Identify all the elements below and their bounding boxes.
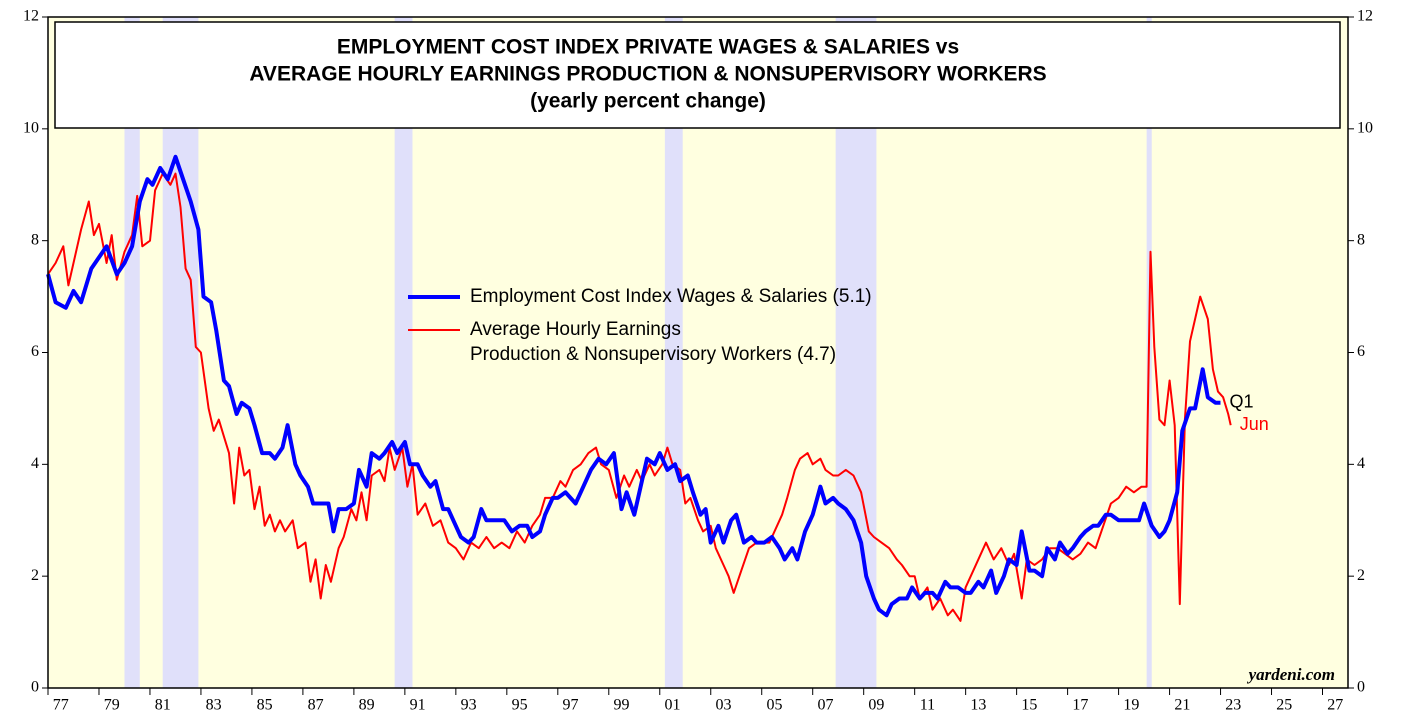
chart-subtitle: (yearly percent change) [530, 90, 766, 113]
x-tick-label: 01 [665, 697, 681, 714]
series-line [47, 172, 1232, 622]
chart-title: AVERAGE HOURLY EARNINGS PRODUCTION & NON… [249, 63, 1046, 86]
y2-tick-label: 2 [1357, 567, 1365, 584]
y-tick-label: 4 [31, 455, 39, 472]
plot-frame [47, 16, 1349, 689]
recession-band [124, 17, 140, 688]
recession-band [664, 17, 683, 688]
end-label: Jun [1240, 414, 1269, 434]
chart-title: EMPLOYMENT COST INDEX PRIVATE WAGES & SA… [337, 36, 959, 59]
x-tick-label: 09 [868, 697, 884, 714]
x-tick-label: 83 [206, 697, 222, 714]
y2-tick-label: 10 [1357, 120, 1373, 137]
y-tick-label: 2 [31, 567, 39, 584]
recession-band [394, 17, 413, 688]
recession-band [162, 17, 199, 688]
y-tick-label: 10 [23, 120, 39, 137]
x-tick-label: 11 [920, 697, 935, 714]
x-tick-label: 91 [410, 697, 426, 714]
x-tick-label: 15 [1021, 697, 1037, 714]
legend-label: Employment Cost Index Wages & Salaries (… [470, 286, 872, 307]
x-tick-label: 87 [308, 697, 324, 714]
y2-tick-label: 6 [1357, 343, 1365, 360]
y2-tick-label: 0 [1357, 679, 1365, 696]
x-tick-label: 99 [614, 697, 630, 714]
plot-background [48, 17, 1348, 688]
y2-tick-label: 12 [1357, 8, 1373, 25]
x-tick-label: 23 [1225, 697, 1241, 714]
recession-band [835, 17, 877, 688]
x-tick-label: 85 [257, 697, 273, 714]
x-tick-label: 25 [1276, 697, 1292, 714]
x-tick-label: 05 [766, 697, 782, 714]
x-tick-label: 77 [53, 697, 69, 714]
y-tick-label: 6 [31, 343, 39, 360]
y-tick-label: 8 [31, 231, 39, 248]
y-tick-label: 0 [31, 679, 39, 696]
end-label: Q1 [1230, 392, 1254, 412]
x-tick-label: 19 [1123, 697, 1139, 714]
x-tick-label: 21 [1174, 697, 1190, 714]
y2-tick-label: 4 [1357, 455, 1365, 472]
series-line [46, 154, 1221, 618]
x-tick-label: 93 [461, 697, 477, 714]
plot-area: 0 0 2 2 4 4 6 6 8 8 10 10 12 12 77 79 81 83 85 87 89 91 93 95 97… [23, 8, 1373, 714]
x-tick-label: 97 [563, 697, 579, 714]
x-tick-label: 13 [970, 697, 986, 714]
title-box [54, 21, 1341, 129]
x-tick-label: 81 [155, 697, 171, 714]
x-tick-label: 17 [1072, 697, 1088, 714]
x-tick-label: 89 [359, 697, 375, 714]
legend-label: Average Hourly Earnings Production & Nons… [470, 319, 836, 365]
y2-tick-label: 8 [1357, 231, 1365, 248]
y-tick-label: 12 [23, 8, 39, 25]
x-tick-label: 95 [512, 697, 528, 714]
source: yardeni.com [1247, 665, 1335, 684]
x-tick-label: 03 [715, 697, 731, 714]
x-tick-label: 07 [817, 697, 833, 714]
x-tick-label: 79 [104, 697, 120, 714]
x-tick-label: 27 [1327, 697, 1343, 714]
